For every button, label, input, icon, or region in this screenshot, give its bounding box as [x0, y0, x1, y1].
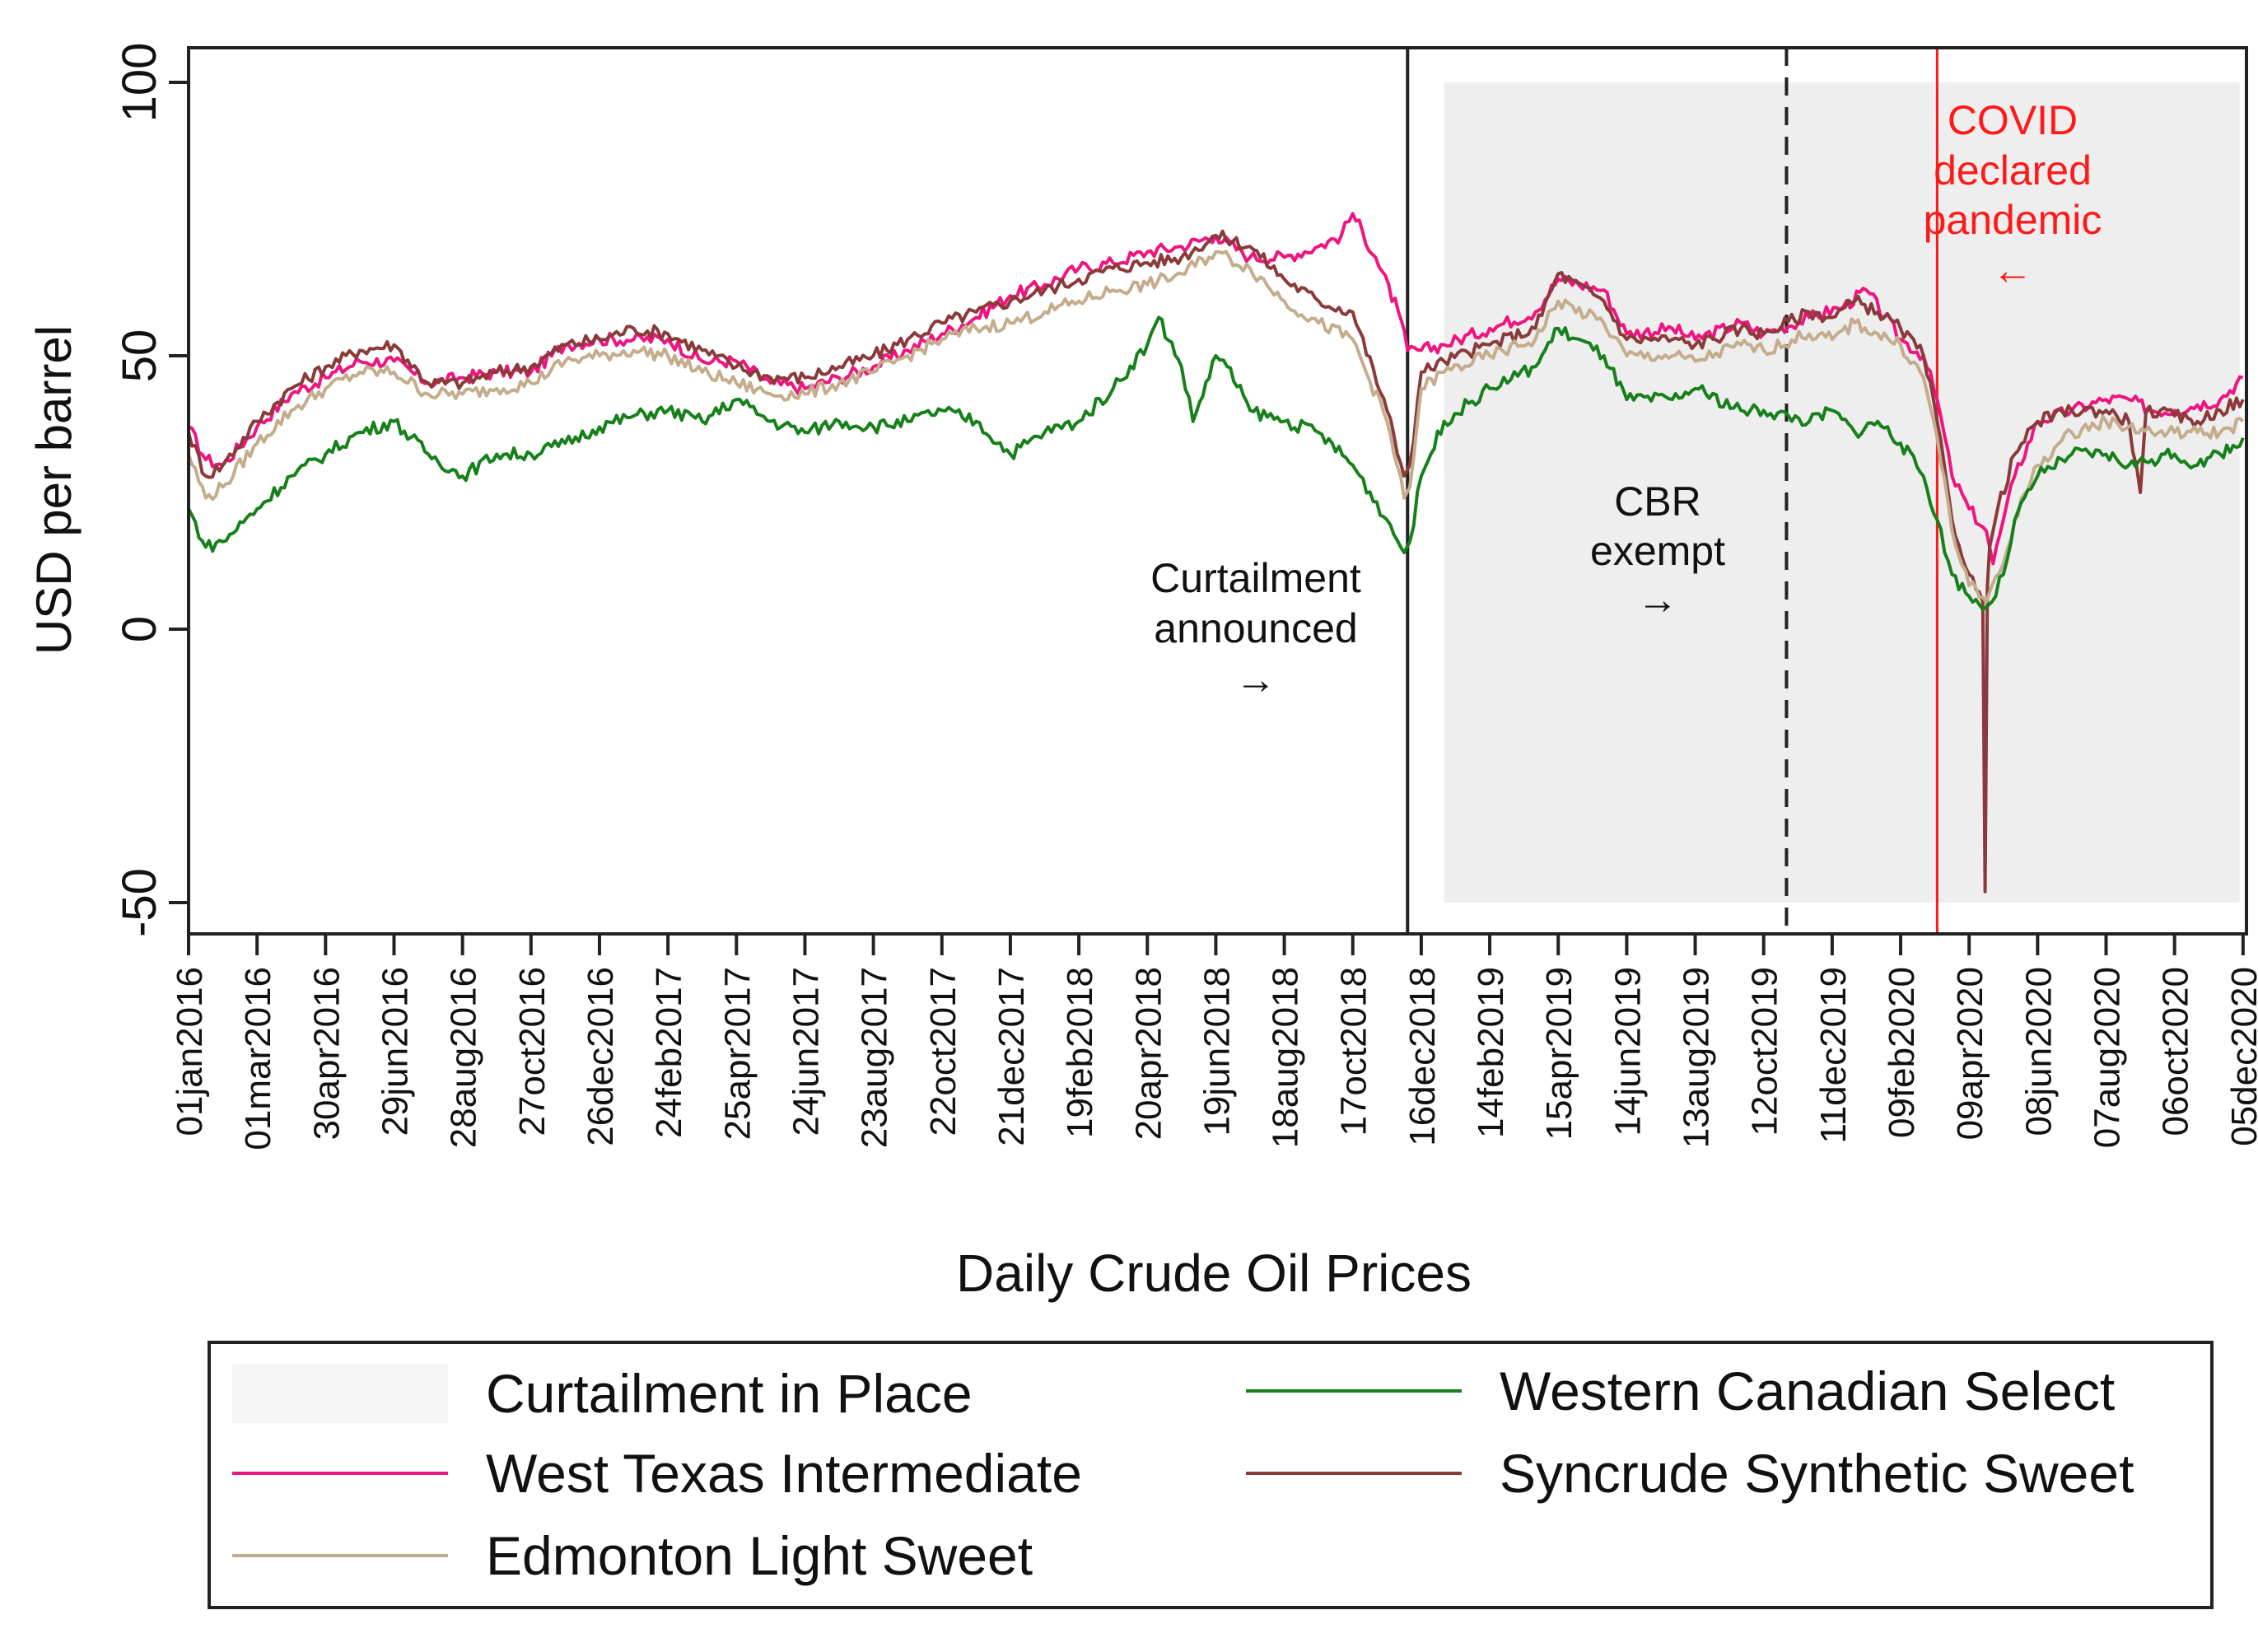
legend-item-syncrude: Syncrude Synthetic Sweet [1246, 1442, 2134, 1505]
shaded-region-layer [1444, 82, 2240, 903]
annotation-cbr-line1: CBR [1614, 478, 1701, 525]
annotation-curtailment-line1: Curtailment [1150, 555, 1361, 601]
x-axis: 01jan2016 01mar2016 30apr2016 29jun2016 28au… [170, 934, 2258, 1150]
x-tick-label: 18aug2018 [1266, 967, 1306, 1148]
legend-swatch-curtailment [232, 1364, 448, 1423]
x-tick-label: 21dec2017 [991, 967, 1032, 1146]
x-tick-label: 23aug2017 [855, 967, 895, 1148]
annotation-covid-arrow: ← [1992, 247, 2033, 293]
curtailment-shaded-region [1444, 82, 2240, 903]
legend-label-wcs: Western Canadian Select [1500, 1360, 2116, 1421]
x-axis-title: Daily Crude Oil Prices [956, 1244, 1472, 1303]
y-tick-label: 100 [113, 43, 166, 123]
legend-item-curtailment: Curtailment in Place [232, 1362, 973, 1425]
legend-swatch-syncrude [1246, 1472, 1462, 1475]
legend: Curtailment in Place West Texas Intermed… [208, 1341, 2214, 1609]
x-tick-label: 19jun2018 [1197, 967, 1237, 1136]
legend-item-edmonton: Edmonton Light Sweet [232, 1524, 1033, 1587]
line-chart: -50 0 50 100 01jan2016 01mar2016 30apr2016 29j… [26, 43, 2258, 1303]
x-tick-label: 09feb2020 [1882, 967, 1922, 1138]
legend-label-syncrude: Syncrude Synthetic Sweet [1500, 1443, 2134, 1504]
legend-swatch-wti [232, 1472, 448, 1475]
annotation-cbr-arrow: → [1637, 576, 1678, 623]
x-tick-label: 25apr2017 [717, 967, 758, 1140]
annotation-curtailment-line2: announced [1154, 605, 1357, 651]
x-tick-label: 01mar2016 [238, 967, 278, 1150]
legend-label-wti: West Texas Intermediate [486, 1443, 1082, 1504]
annotation-covid-line2: declared [1934, 147, 2092, 194]
x-tick-label: 13aug2019 [1677, 967, 1717, 1148]
legend-label-curtailment: Curtailment in Place [486, 1363, 973, 1424]
x-tick-label: 28aug2016 [444, 967, 484, 1148]
x-tick-label: 01jan2016 [170, 967, 210, 1136]
y-axis-title: USD per barrel [26, 325, 82, 655]
legend-item-wti: West Texas Intermediate [232, 1442, 1082, 1505]
x-tick-label: 14feb2019 [1471, 967, 1511, 1138]
x-tick-label: 20apr2018 [1128, 967, 1169, 1140]
x-tick-label: 07aug2020 [2088, 967, 2128, 1148]
x-tick-label: 11dec2019 [1813, 967, 1854, 1144]
x-tick-label: 08jun2020 [2018, 967, 2059, 1136]
x-tick-label: 24feb2017 [649, 967, 689, 1138]
x-tick-label: 30apr2016 [306, 967, 347, 1140]
x-tick-label: 29jun2016 [375, 967, 415, 1136]
y-tick-label: 50 [113, 329, 166, 383]
x-tick-label: 17oct2018 [1334, 967, 1374, 1136]
legend-swatch-edmonton [232, 1554, 448, 1557]
x-tick-label: 16dec2018 [1402, 967, 1443, 1146]
x-tick-label: 19feb2018 [1060, 967, 1100, 1138]
x-tick-label: 05dec2020 [2224, 967, 2258, 1146]
x-tick-label: 24jun2017 [786, 967, 826, 1136]
series-line-edmonton [187, 250, 2245, 604]
x-tick-label: 22oct2017 [923, 967, 963, 1136]
x-tick-label: 15apr2019 [1539, 967, 1579, 1140]
legend-swatch-wcs [1246, 1389, 1462, 1393]
legend-item-wcs: Western Canadian Select [1246, 1360, 2115, 1422]
annotations: Curtailment announced → CBR exempt → COV… [1150, 97, 2102, 702]
x-tick-label: 06oct2020 [2156, 967, 2196, 1136]
series-line-wti [188, 212, 2244, 566]
annotation-covid-line1: COVID [1948, 97, 2078, 143]
series-layer [187, 212, 2245, 894]
y-axis: -50 0 50 100 [113, 43, 189, 937]
annotation-curtailment-arrow: → [1235, 656, 1276, 702]
x-tick-label: 14jun2019 [1607, 967, 1648, 1136]
series-line-syncrude [187, 229, 2245, 894]
x-tick-label: 27oct2016 [512, 967, 553, 1136]
annotation-cbr-line2: exempt [1590, 528, 1725, 574]
x-tick-label: 12oct2019 [1745, 967, 1785, 1136]
x-tick-label: 26dec2016 [581, 967, 621, 1146]
y-tick-label: -50 [113, 868, 166, 937]
legend-label-edmonton: Edmonton Light Sweet [486, 1525, 1033, 1586]
y-tick-label: 0 [113, 616, 166, 642]
x-tick-label: 09apr2020 [1950, 967, 1990, 1140]
annotation-covid-line3: pandemic [1924, 197, 2102, 243]
series-line-wcs [187, 315, 2245, 611]
plot-frame [187, 46, 2248, 936]
